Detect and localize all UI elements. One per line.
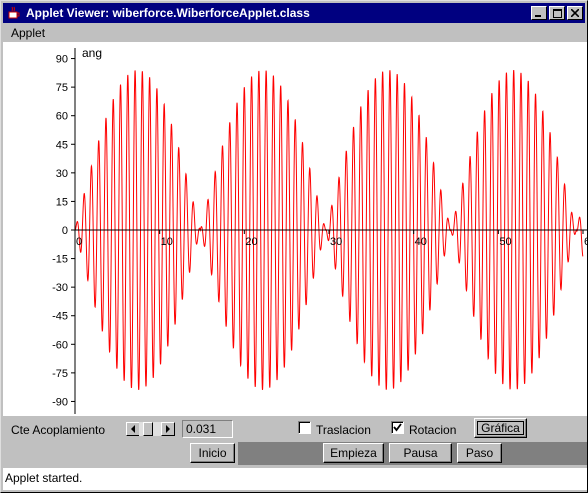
checkmark-icon [393,423,402,432]
menu-bar: Applet [3,23,585,42]
minimize-icon[interactable] [531,6,547,20]
status-bar: Applet started. [3,468,587,490]
y-tick-label: -45 [52,311,68,323]
menu-applet[interactable]: Applet [11,25,46,40]
x-tick-label: 40 [415,236,427,248]
inicio-button[interactable]: Inicio [190,443,235,463]
traslacion-checkbox[interactable] [298,421,311,434]
coupling-value-field[interactable]: 0.031 [182,420,233,438]
rotacion-checkbox[interactable] [391,421,404,434]
maximize-icon[interactable] [549,6,565,20]
x-tick-label: 50 [499,236,511,248]
y-tick-label: 0 [62,225,68,237]
control-panel: Cte Acoplamiento 0.031 Traslacion Rotaci… [3,416,587,466]
y-tick-label: 90 [56,54,68,66]
x-tick-label: 30 [330,236,342,248]
x-tick-label: 10 [161,236,173,248]
y-tick-label: -90 [52,396,68,408]
traslacion-label: Traslacion [316,423,371,437]
y-tick-label: -60 [52,339,68,351]
y-tick-label: 15 [56,196,68,208]
java-cup-icon [6,5,22,21]
paso-button[interactable]: Paso [457,443,502,463]
grafica-button[interactable]: Gráfica [474,418,527,438]
rotacion-label: Rotacion [409,423,457,437]
x-tick-label: 60 [584,236,587,248]
scroll-left-arrow-icon[interactable] [126,422,140,436]
y-tick-label: 30 [56,168,68,180]
pausa-button[interactable]: Pausa [389,443,452,463]
x-tick-label: 0 [76,236,82,248]
y-tick-label: 75 [56,82,68,94]
close-icon[interactable] [567,6,583,20]
y-tick-label: 45 [56,139,68,151]
x-tick-label: 20 [245,236,257,248]
empieza-button[interactable]: Empieza [323,443,384,463]
window-title: Applet Viewer: wiberforce.WiberforceAppl… [26,6,310,20]
y-tick-label: -30 [52,282,68,294]
status-text: Applet started. [5,471,83,485]
y-tick-label: -75 [52,368,68,380]
angle-series-line [74,69,584,390]
y-tick-label: -15 [52,254,68,266]
title-bar[interactable]: Applet Viewer: wiberforce.WiberforceAppl… [3,3,585,23]
scroll-right-arrow-icon[interactable] [161,422,175,436]
y-tick-label: 60 [56,111,68,123]
y-axis-label: ang [82,46,102,60]
coupling-label: Cte Acoplamiento [11,423,106,437]
plot-canvas: ang 90 75 60 45 30 15 0 -15 -30 -45 -60 -75 -90 0 10 20 3… [3,42,587,416]
angle-plot: ang 90 75 60 45 30 15 0 -15 -30 -45 -60 -75 -90 0 10 20 3… [52,46,587,414]
coupling-scrollbar-thumb[interactable] [143,422,153,436]
